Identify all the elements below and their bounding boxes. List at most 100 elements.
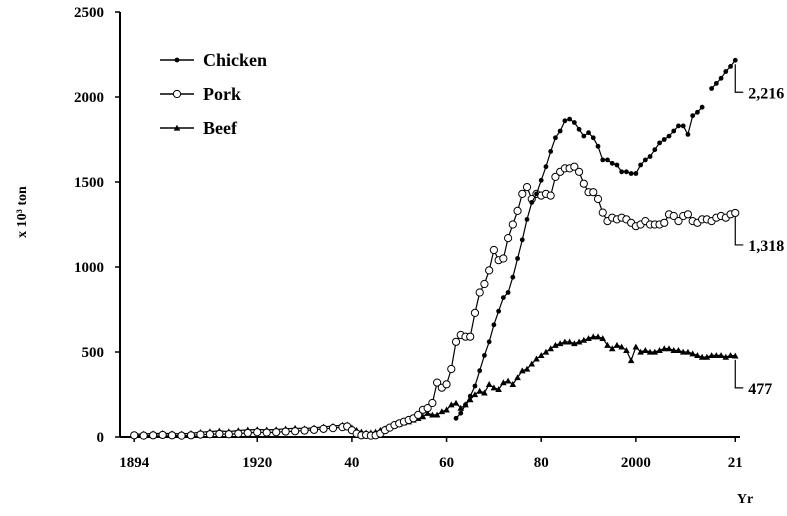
pork-point: [215, 429, 224, 439]
chicken-point: [500, 295, 506, 300]
y-tick-label: 1500: [74, 175, 104, 191]
x-tick-label: 40: [344, 455, 359, 471]
pork-point: [598, 208, 607, 217]
pork-point: [593, 194, 603, 204]
beef-point: [490, 384, 498, 391]
beef-point: [670, 347, 678, 353]
y-tick-label: 0: [97, 430, 105, 446]
chicken-point: [713, 81, 719, 86]
pork-point: [414, 410, 423, 419]
pork-point: [243, 428, 252, 438]
pork-point: [451, 337, 461, 346]
chicken-point: [690, 113, 696, 119]
legend: Chicken Pork Beef: [160, 50, 267, 138]
legend-item-chicken: Chicken: [160, 50, 267, 70]
pork-point: [579, 179, 588, 188]
chicken-point: [671, 128, 677, 134]
legend-item-pork: Pork: [160, 84, 241, 104]
pork-point: [683, 210, 693, 219]
beef-point: [495, 386, 502, 393]
end-label-connector: [734, 359, 744, 389]
chicken-point: [491, 322, 497, 328]
chicken-point: [548, 149, 554, 154]
pork-point: [508, 220, 517, 229]
end-label-pork: 1,318: [734, 216, 784, 255]
beef-point: [642, 347, 649, 353]
pork-point: [291, 427, 300, 436]
beef-point: [604, 341, 611, 348]
chicken-point: [680, 123, 686, 129]
chicken-point: [699, 104, 705, 110]
pork-point: [589, 188, 598, 197]
beef-point: [556, 340, 564, 347]
beef-point: [433, 411, 441, 418]
beef-point: [608, 345, 616, 352]
x-tick-label: 1894: [119, 455, 150, 471]
y-tick-label: 2500: [74, 5, 104, 21]
pork-point: [475, 288, 484, 297]
chicken-point: [519, 237, 525, 243]
pork-point: [428, 398, 437, 408]
chicken-point: [505, 290, 511, 295]
beef-point: [471, 391, 479, 398]
beef-point: [731, 352, 739, 359]
x-tick-label: 80: [534, 455, 549, 471]
chicken-point: [732, 57, 738, 63]
beef-point: [537, 352, 545, 359]
pork-point: [503, 234, 513, 243]
beef-point: [575, 338, 583, 345]
y-axis-title: x 10³ ton: [15, 186, 30, 238]
chicken-point: [472, 383, 478, 389]
chicken-point: [463, 402, 468, 408]
beef-point: [727, 352, 734, 359]
pork-point: [328, 424, 338, 433]
beef-point: [679, 348, 687, 355]
pork-point: [674, 217, 683, 226]
pork-point: [570, 162, 579, 171]
beef-point: [485, 381, 493, 387]
chicken-point: [586, 130, 591, 136]
pork-point: [234, 429, 243, 438]
axes: 0 500 1000 1500 2000 2500 1894 1920 40 60 80 2000 21…: [15, 5, 753, 507]
chicken-point: [619, 169, 625, 175]
pork-point: [669, 211, 678, 221]
chicken-point: [652, 147, 658, 153]
beef-point: [703, 353, 711, 360]
legend-marker: [173, 124, 181, 131]
chicken-point: [638, 162, 644, 168]
beef-line: [134, 336, 736, 435]
pork-point: [574, 167, 584, 176]
pork-point: [423, 404, 432, 413]
beef-point: [452, 399, 460, 406]
chicken-point: [628, 171, 634, 176]
beef-point: [547, 345, 554, 352]
beef-point: [509, 381, 517, 387]
chicken-point: [453, 415, 459, 421]
pork-line: [134, 166, 736, 437]
beef-point: [419, 413, 427, 420]
chicken-point: [676, 123, 681, 129]
beef-point: [552, 341, 559, 348]
pork-point: [660, 218, 669, 227]
chicken-point: [728, 64, 733, 69]
chicken-point: [666, 133, 672, 139]
pork-point: [480, 279, 489, 289]
beef-point: [708, 352, 715, 359]
legend-label-beef: Beef: [203, 118, 238, 138]
pork-point: [177, 431, 186, 440]
legend-label-chicken: Chicken: [203, 50, 267, 70]
pork-series: [130, 162, 740, 440]
chicken-point: [657, 140, 662, 146]
y-tick-label: 1000: [74, 260, 104, 276]
end-label-connector: [734, 216, 744, 246]
pork-point: [522, 183, 532, 192]
chicken-point: [624, 169, 629, 175]
chicken-point: [553, 135, 558, 141]
chicken-point: [510, 274, 516, 280]
pork-point: [130, 431, 139, 440]
beef-point: [713, 352, 720, 359]
chicken-point: [609, 160, 615, 166]
chicken-point: [723, 69, 729, 74]
series-group: [130, 57, 740, 440]
